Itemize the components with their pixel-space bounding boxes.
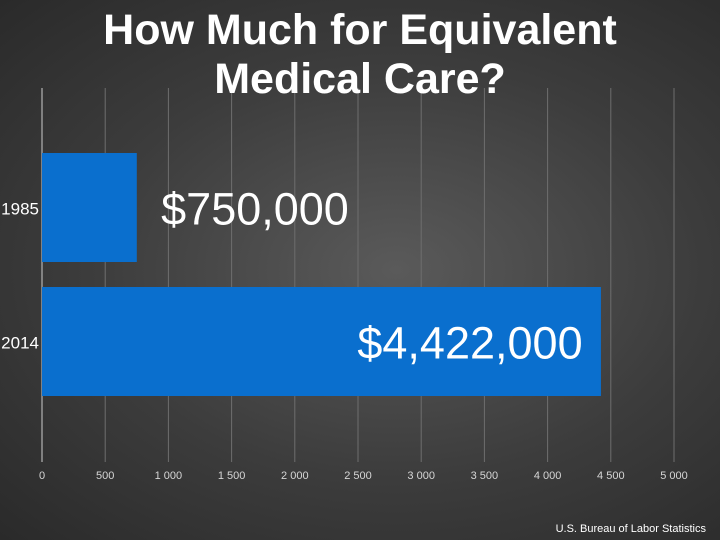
data-labels: $750,000 $4,422,000 [161, 184, 582, 369]
data-label-1985: $750,000 [161, 184, 349, 235]
bar-1985 [42, 153, 137, 262]
x-tick-label: 5 000 [660, 470, 688, 482]
bar-2014 [42, 287, 601, 396]
x-tick-label: 500 [96, 470, 114, 482]
category-label-1985: 1985 [1, 200, 39, 219]
x-tick-label: 1 500 [218, 470, 246, 482]
x-tick-label: 4 000 [534, 470, 562, 482]
x-tick-label: 3 000 [407, 470, 435, 482]
source-note: U.S. Bureau of Labor Statistics [555, 523, 706, 535]
x-tick-label: 2 000 [281, 470, 309, 482]
category-label-2014: 2014 [1, 334, 39, 353]
grid-lines [104, 88, 675, 462]
data-label-2014: $4,422,000 [357, 318, 582, 369]
x-tick-label: 2 500 [344, 470, 372, 482]
bars [42, 153, 601, 396]
x-tick-labels: 0 500 1 000 1 500 2 000 2 500 3 000 3 500 4 000 4… [39, 470, 688, 482]
x-tick-label: 1 000 [155, 470, 183, 482]
x-tick-label: 3 500 [471, 470, 499, 482]
chart-title: How Much for Equivalent Medical Care? [103, 6, 617, 103]
x-tick-label: 0 [39, 470, 45, 482]
category-labels: 1985 2014 [1, 200, 39, 353]
x-tick-label: 4 500 [597, 470, 625, 482]
